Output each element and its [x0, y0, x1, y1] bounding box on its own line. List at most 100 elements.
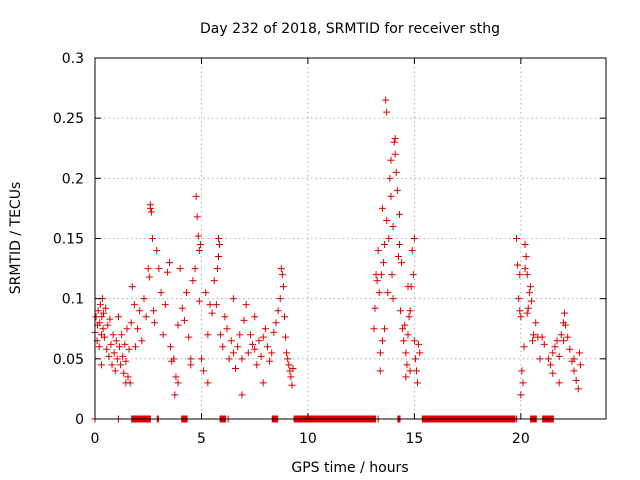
data-point: [517, 391, 525, 399]
data-point: [111, 367, 119, 375]
y-tick-label: 0.1: [62, 292, 84, 308]
data-point: [134, 325, 142, 333]
data-point: [261, 325, 269, 333]
data-point: [110, 349, 118, 357]
data-point: [221, 313, 229, 321]
data-point: [405, 313, 413, 321]
data-point: [229, 349, 237, 357]
data-point: [518, 367, 526, 375]
y-tick-label: 0.15: [53, 232, 84, 248]
data-point: [102, 304, 110, 312]
data-point: [392, 168, 400, 176]
data-point: [402, 349, 410, 357]
data-point: [540, 340, 548, 348]
data-point: [416, 349, 424, 357]
x-tick-label: 5: [197, 431, 206, 447]
data-point: [559, 337, 567, 345]
data-point: [381, 241, 389, 249]
data-point: [94, 307, 102, 315]
data-point: [176, 265, 184, 273]
data-point: [142, 313, 150, 321]
data-point: [284, 355, 292, 363]
data-point: [393, 186, 401, 194]
data-point: [375, 289, 383, 297]
data-point: [191, 265, 199, 273]
data-point: [124, 373, 132, 381]
data-point: [125, 345, 133, 353]
gridlines: [95, 58, 606, 419]
data-point: [174, 379, 182, 387]
data-point: [521, 265, 529, 273]
y-tick-label: 0: [75, 412, 84, 428]
data-point: [122, 379, 130, 387]
data-point: [150, 307, 158, 315]
data-point: [95, 343, 103, 351]
data-point: [204, 331, 212, 339]
data-point: [402, 373, 410, 381]
data-point: [225, 355, 233, 363]
y-tick-label: 0.3: [62, 51, 84, 67]
data-point: [163, 268, 171, 276]
data-point: [251, 313, 259, 321]
data-point: [517, 313, 525, 321]
data-points: [91, 96, 584, 423]
data-point: [96, 301, 104, 309]
data-point: [560, 309, 568, 317]
data-point: [280, 313, 288, 321]
data-point: [278, 271, 286, 279]
data-point: [513, 235, 521, 242]
data-point: [285, 361, 293, 369]
data-point: [277, 265, 285, 273]
data-point: [397, 307, 405, 315]
data-point: [562, 321, 570, 329]
data-point: [255, 337, 263, 345]
data-point: [272, 319, 280, 327]
data-point: [238, 355, 246, 363]
data-point: [409, 271, 417, 279]
data-point: [376, 349, 384, 357]
data-point: [229, 295, 237, 303]
data-point: [178, 304, 186, 312]
data-point: [570, 367, 578, 375]
data-point: [381, 325, 389, 333]
data-point: [514, 261, 522, 269]
data-point: [122, 357, 130, 365]
data-point: [210, 277, 218, 285]
data-point: [216, 241, 224, 249]
data-point: [242, 301, 250, 309]
data-point: [212, 301, 220, 309]
data-point: [127, 319, 135, 327]
data-point: [378, 204, 386, 212]
data-point: [414, 379, 422, 387]
data-point: [117, 361, 125, 369]
data-point: [384, 289, 392, 297]
data-point: [151, 319, 159, 327]
data-point: [161, 301, 169, 309]
data-point: [549, 369, 557, 377]
data-point: [385, 235, 393, 242]
data-point: [197, 355, 205, 363]
data-point: [387, 192, 395, 200]
data-point: [524, 304, 532, 312]
data-point: [144, 265, 152, 273]
data-point: [232, 364, 240, 372]
data-point: [166, 259, 174, 267]
data-point: [219, 343, 227, 351]
data-point: [564, 333, 572, 341]
data-point: [100, 309, 108, 317]
data-point: [410, 235, 418, 242]
data-point: [253, 361, 261, 369]
data-point: [399, 325, 407, 333]
data-point: [530, 331, 538, 339]
data-point: [259, 333, 267, 341]
data-point: [403, 361, 411, 369]
data-point: [118, 331, 126, 339]
data-point: [147, 208, 155, 216]
data-point: [136, 307, 144, 315]
data-point: [549, 349, 557, 357]
data-point: [99, 325, 107, 333]
data-point: [208, 309, 216, 317]
data-point: [555, 352, 563, 360]
data-point: [244, 349, 252, 357]
y-tick-label: 0.05: [53, 352, 84, 368]
